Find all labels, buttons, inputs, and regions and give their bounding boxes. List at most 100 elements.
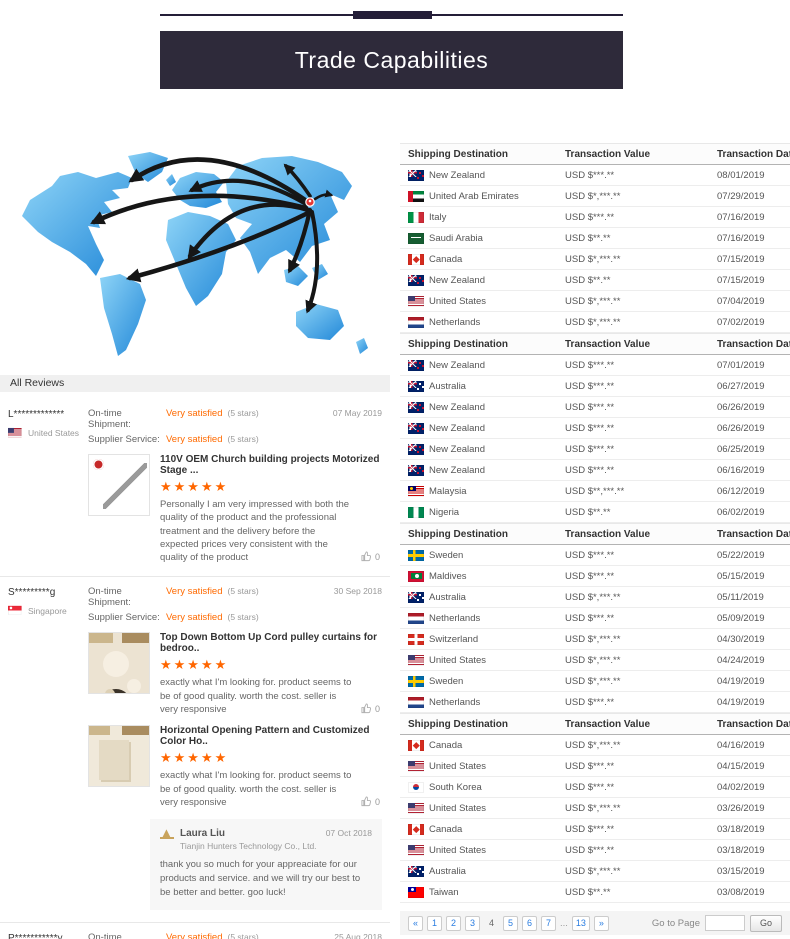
- review-item: Horizontal Opening Pattern and Customize…: [88, 725, 382, 809]
- review-items: Top Down Bottom Up Cord pulley curtains …: [88, 632, 382, 910]
- next-page-button[interactable]: »: [593, 915, 609, 931]
- transaction-value: USD $***.**: [565, 696, 615, 708]
- review-body: 07 May 2019 On-time Shipment: Very satis…: [88, 408, 390, 564]
- review-text: exactly what I'm looking for. product se…: [160, 769, 382, 809]
- rating-label: Supplier Service:: [88, 434, 160, 445]
- review-text-content: Personally I am very impressed with both…: [160, 499, 350, 564]
- col-header-value: Transaction Value: [565, 148, 651, 160]
- page-button-2[interactable]: 2: [446, 915, 461, 931]
- destination-cell: New Zealand: [408, 401, 565, 413]
- col-header-destination: Shipping Destination: [408, 338, 508, 350]
- review-card: L************* United States 07 May 2019…: [0, 399, 390, 578]
- country-flag-icon: [408, 380, 424, 392]
- page-button-1[interactable]: 1: [427, 915, 442, 931]
- destination-cell: Canada: [408, 253, 565, 265]
- product-title-link[interactable]: Top Down Bottom Up Cord pulley curtains …: [160, 632, 378, 655]
- country-name: Netherlands: [429, 316, 481, 328]
- go-button[interactable]: Go: [749, 914, 782, 932]
- rating-line: Supplier Service: Very satisfied (5 star…: [88, 434, 382, 445]
- destination-cell: South Korea: [408, 781, 565, 793]
- product-thumbnail[interactable]: [88, 454, 150, 516]
- table-row: Switzerland USD $*,***.** 04/30/2019: [400, 629, 790, 650]
- page-button-6[interactable]: 6: [522, 915, 537, 931]
- rating-note: (5 stars): [227, 612, 259, 623]
- table-row: Netherlands USD $***.** 04/19/2019: [400, 692, 790, 713]
- country-name: New Zealand: [429, 359, 485, 371]
- product-title-link[interactable]: 110V OEM Church building projects Motori…: [160, 454, 380, 476]
- review-card: S*********g Singapore 30 Sep 2018 On-tim…: [0, 577, 390, 923]
- col-header-destination: Shipping Destination: [408, 528, 508, 540]
- col-header-destination: Shipping Destination: [408, 718, 508, 730]
- page-button-13[interactable]: 13: [571, 915, 590, 931]
- transaction-value: USD $*,***.**: [565, 675, 621, 687]
- page-button-3[interactable]: 3: [465, 915, 480, 931]
- destination-cell: United States: [408, 802, 565, 814]
- rating-line: Supplier Service: Very satisfied (5 star…: [88, 612, 382, 623]
- table-header-row: Shipping Destination Transaction Value T…: [400, 333, 790, 355]
- country-flag-icon: [408, 316, 424, 328]
- destination-cell: Malaysia: [408, 485, 565, 497]
- page-button-5[interactable]: 5: [503, 915, 518, 931]
- country-flag-icon: [408, 654, 424, 666]
- table-row: United Arab Emirates USD $*,***.** 07/29…: [400, 186, 790, 207]
- table-header-row: Shipping Destination Transaction Value T…: [400, 713, 790, 735]
- table-header-row: Shipping Destination Transaction Value T…: [400, 523, 790, 545]
- destination-cell: United States: [408, 654, 565, 666]
- table-row: Taiwan USD $**.** 03/08/2019: [400, 882, 790, 903]
- rating-value: Very satisfied: [166, 586, 223, 598]
- reviewer-info: P***********y Bulgaria: [8, 932, 88, 939]
- transaction-value: USD $*,***.**: [565, 253, 621, 265]
- table-header-row: Shipping Destination Transaction Value T…: [400, 143, 790, 165]
- country-name: Netherlands: [429, 612, 481, 624]
- prev-page-button[interactable]: «: [408, 915, 423, 931]
- col-header-date: Transaction Date: [717, 718, 790, 730]
- reviews-list: L************* United States 07 May 2019…: [0, 399, 390, 939]
- page-button-7[interactable]: 7: [541, 915, 556, 931]
- transaction-date: 04/15/2019: [717, 760, 765, 772]
- table-row: New Zealand USD $***.** 06/16/2019: [400, 460, 790, 481]
- page-buttons: «1 2 3 4 5 6 7... 13»: [408, 915, 613, 931]
- review-text-content: exactly what I'm looking for. product se…: [160, 770, 352, 808]
- rating-label: On-time Shipment:: [88, 931, 122, 939]
- table-row: United States USD $*,***.** 07/04/2019: [400, 291, 790, 312]
- like-button[interactable]: 0: [361, 551, 380, 562]
- reply-text: thank you so much for your appreaciate f…: [160, 859, 361, 898]
- destination-cell: Australia: [408, 591, 565, 603]
- destination-cell: United Arab Emirates: [408, 190, 565, 202]
- country-flag-icon: [408, 506, 424, 518]
- transaction-date: 08/01/2019: [717, 169, 765, 181]
- transaction-date: 03/08/2019: [717, 886, 765, 898]
- destination-cell: New Zealand: [408, 464, 565, 476]
- transaction-date: 05/15/2019: [717, 570, 765, 582]
- country-name: United States: [429, 654, 487, 666]
- product-title-link[interactable]: Horizontal Opening Pattern and Customize…: [160, 725, 370, 748]
- product-thumbnail[interactable]: [88, 632, 150, 695]
- rating-value: Very satisfied: [166, 408, 223, 419]
- transaction-value: USD $*,***.**: [565, 295, 621, 307]
- col-header-date: Transaction Date: [717, 528, 790, 540]
- destination-cell: Sweden: [408, 675, 565, 687]
- country-name: Italy: [429, 211, 447, 223]
- like-button[interactable]: 0: [361, 796, 380, 807]
- export-arrows: [90, 157, 334, 314]
- country-flag-icon: [408, 823, 424, 835]
- thumbs-up-icon: [361, 703, 372, 714]
- like-button[interactable]: 0: [361, 703, 380, 714]
- country-name: United States: [429, 295, 487, 307]
- goto-page-label: Go to Page: [651, 917, 700, 929]
- table-row: Canada USD $*,***.** 04/16/2019: [400, 735, 790, 756]
- rating-note: (5 stars): [227, 931, 259, 939]
- product-thumbnail[interactable]: [88, 725, 150, 788]
- transaction-value: USD $**.**: [565, 232, 611, 244]
- star-rating: ★★★★★: [160, 750, 229, 766]
- goto-page-input[interactable]: [704, 915, 745, 931]
- table-row: New Zealand USD $***.** 06/26/2019: [400, 397, 790, 418]
- transaction-date: 07/01/2019: [717, 359, 765, 371]
- transaction-date: 06/12/2019: [717, 485, 765, 497]
- review-items: 110V OEM Church building projects Motori…: [88, 454, 382, 564]
- table-row: Saudi Arabia USD $**.** 07/16/2019: [400, 228, 790, 249]
- transaction-value: USD $***.**: [565, 823, 615, 835]
- table-row: Canada USD $***.** 03/18/2019: [400, 819, 790, 840]
- col-header-value: Transaction Value: [565, 338, 651, 350]
